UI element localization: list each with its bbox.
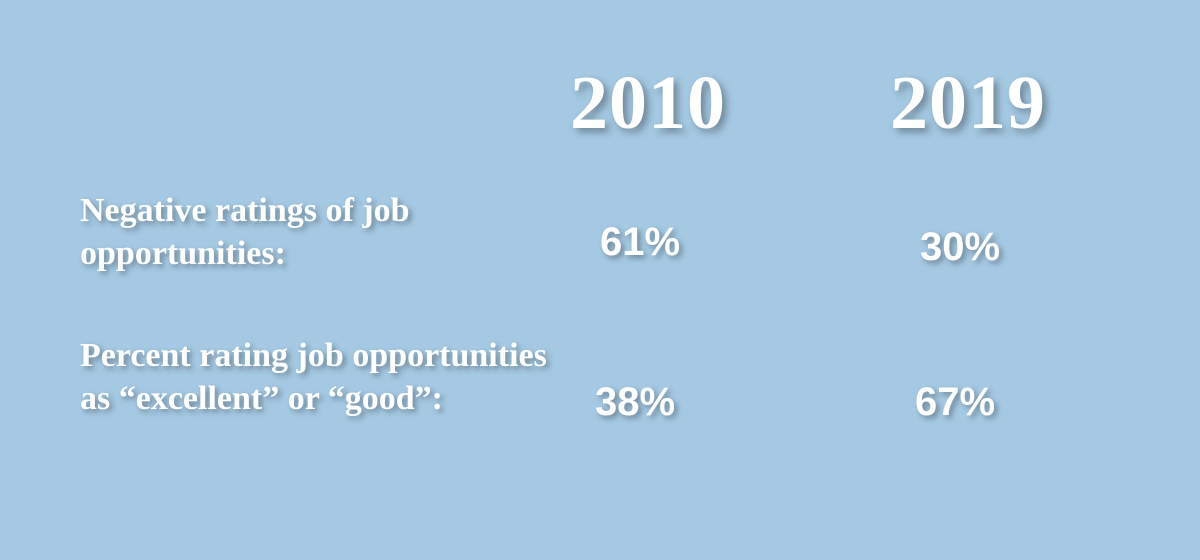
column-header-2010: 2010 <box>570 60 726 147</box>
cell-negative-2019: 30% <box>920 225 1000 270</box>
cell-excellent-2010: 38% <box>595 380 675 425</box>
row-label-excellent-good: Percent rating job opportunities as “exc… <box>80 335 560 420</box>
cell-excellent-2019: 67% <box>915 380 995 425</box>
infographic-table: 2010 2019 Negative ratings of job opport… <box>0 0 1200 560</box>
row-label-negative: Negative ratings of job opportunities: <box>80 190 560 275</box>
column-header-2019: 2019 <box>890 60 1046 147</box>
cell-negative-2010: 61% <box>600 220 680 265</box>
